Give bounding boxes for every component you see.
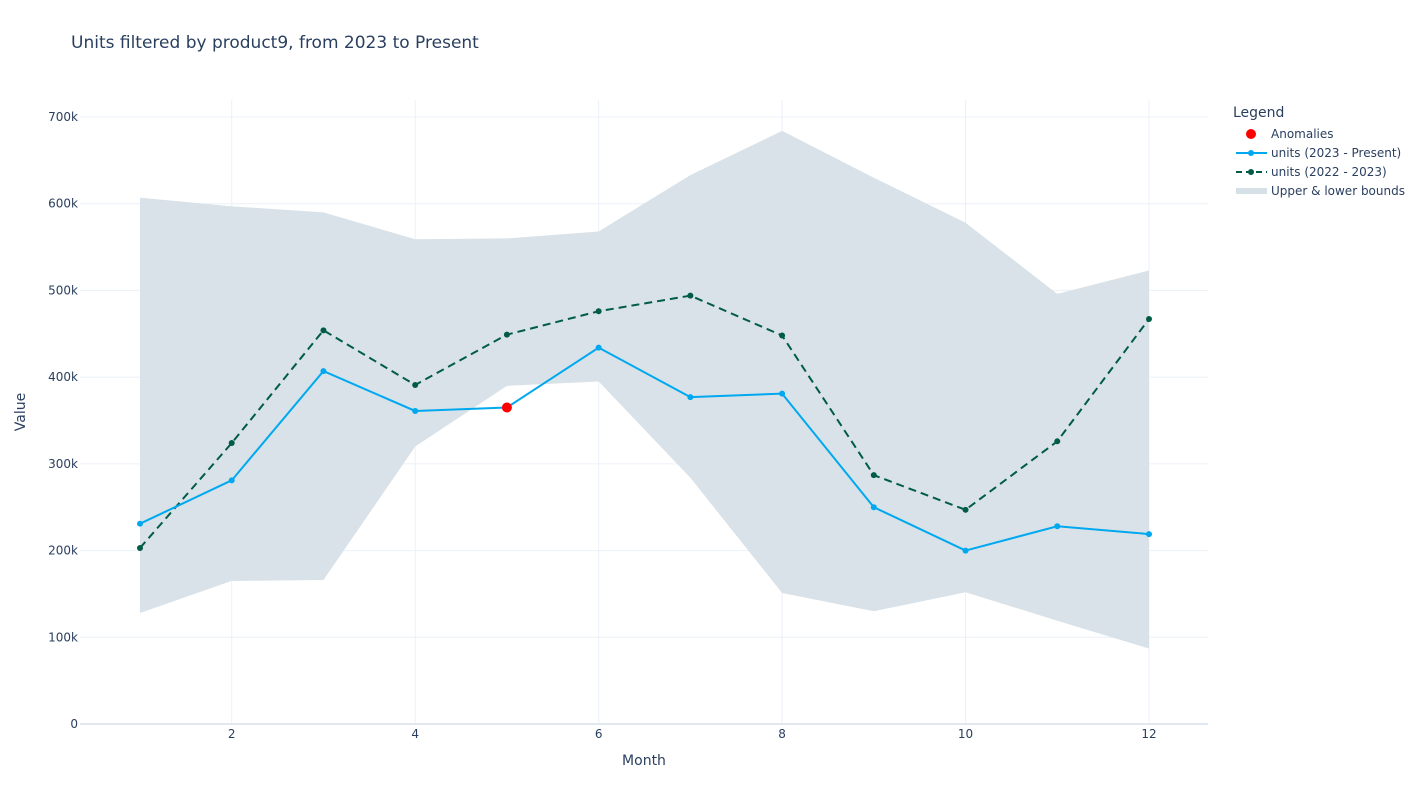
data-point <box>870 504 877 511</box>
legend-label: Anomalies <box>1271 126 1334 141</box>
data-point <box>1146 316 1152 323</box>
legend-item-current[interactable]: units (2023 - Present) <box>1233 143 1405 162</box>
data-point <box>595 344 602 351</box>
y-tick-label: 600k <box>48 197 78 211</box>
x-tick-label: 12 <box>1141 727 1156 741</box>
data-point <box>870 472 877 479</box>
y-axis-title: Value <box>13 393 29 431</box>
data-point <box>962 506 969 513</box>
x-tick-label: 4 <box>411 727 419 741</box>
x-tick-label: 2 <box>228 727 236 741</box>
x-tick-label: 10 <box>958 727 973 741</box>
legend-item-anomalies[interactable]: Anomalies <box>1233 124 1405 143</box>
data-point <box>595 308 602 315</box>
chart-title: Units filtered by product9, from 2023 to… <box>71 33 479 53</box>
legend-label: Upper & lower bounds <box>1271 183 1405 198</box>
data-point <box>228 440 235 447</box>
series-lines <box>139 294 1150 552</box>
y-tick-label: 200k <box>48 544 78 558</box>
legend: Legend Anomalies units (2023 - Present) … <box>1233 105 1405 200</box>
bounds-band-area <box>140 130 1149 649</box>
data-point <box>412 407 419 414</box>
band-swatch-icon <box>1236 187 1267 194</box>
y-tick-label: 500k <box>48 283 78 297</box>
series-line-previous <box>139 294 1150 549</box>
series-line-current <box>139 346 1150 552</box>
y-tick-label: 0 <box>70 717 78 731</box>
data-point <box>137 544 143 551</box>
series-markers <box>137 292 1152 554</box>
red-dot-icon <box>1246 128 1256 139</box>
data-point <box>320 327 327 334</box>
x-axis-title: Month <box>622 753 666 769</box>
data-point <box>1054 523 1061 530</box>
legend-item-previous[interactable]: units (2022 - 2023) <box>1233 162 1405 181</box>
axes: 0 100k 200k 300k 400k 500k 600k 700k 2 4 6 8 10 12 <box>48 110 1208 741</box>
legend-item-bounds[interactable]: Upper & lower bounds <box>1233 181 1405 200</box>
data-point <box>779 332 786 339</box>
x-tick-label: 6 <box>595 727 603 741</box>
y-tick-label: 100k <box>48 630 78 644</box>
dashed-line-marker-icon <box>1236 168 1267 175</box>
data-point <box>779 390 786 397</box>
data-point <box>962 547 969 554</box>
y-tick-label: 700k <box>48 110 78 124</box>
anomaly-point <box>501 402 512 413</box>
data-point <box>320 368 327 375</box>
data-point <box>1054 438 1061 445</box>
data-point <box>687 394 694 401</box>
legend-title: Legend <box>1233 105 1285 121</box>
data-point <box>412 381 419 388</box>
data-point <box>687 292 694 299</box>
bounds-band <box>140 130 1149 649</box>
data-point <box>228 477 235 484</box>
y-tick-label: 300k <box>48 457 78 471</box>
x-tick-label: 8 <box>778 727 786 741</box>
y-tick-label: 400k <box>48 370 78 384</box>
data-point <box>503 331 510 338</box>
data-point <box>1146 531 1152 538</box>
legend-label: units (2023 - Present) <box>1271 145 1402 160</box>
solid-line-marker-icon <box>1236 149 1267 156</box>
legend-label: units (2022 - 2023) <box>1271 164 1387 179</box>
data-point <box>137 520 143 527</box>
